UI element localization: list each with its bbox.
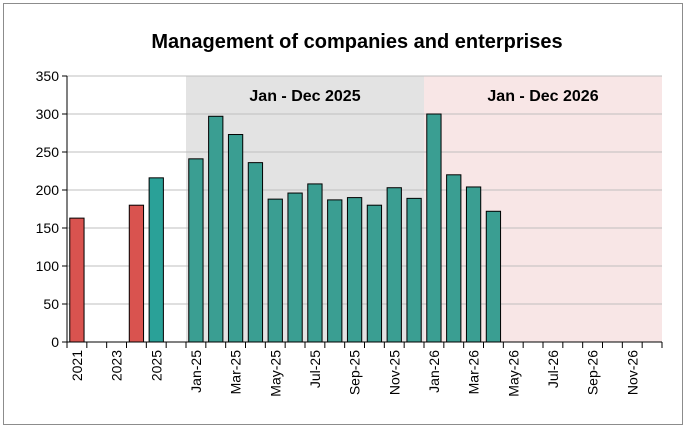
bar — [446, 174, 462, 343]
y-tick-label: 250 — [36, 144, 60, 160]
x-tick-label: Jan-26 — [426, 350, 442, 393]
bar — [227, 134, 244, 343]
x-tick-label: Nov-25 — [386, 350, 402, 395]
bar — [386, 187, 402, 343]
x-tick-label: May-26 — [505, 350, 521, 397]
x-tick-label: Jul-26 — [545, 350, 561, 388]
x-tick-label: Sep-25 — [347, 350, 363, 395]
x-tick-label: 2025 — [148, 350, 164, 381]
region-label-1: Jan - Dec 2025 — [249, 88, 360, 105]
bar — [307, 183, 323, 343]
chart-svg: Management of companies and enterprises … — [36, 31, 663, 397]
y-tick-label: 50 — [43, 296, 59, 312]
x-tick-label: Sep-26 — [585, 350, 601, 395]
x-tick-label: 2023 — [109, 350, 125, 381]
x-tick-label: Mar-26 — [466, 350, 482, 395]
bar — [327, 199, 343, 343]
y-tick-label: 150 — [36, 220, 60, 236]
y-tick-label: 350 — [36, 68, 60, 84]
y-tick-label: 200 — [36, 182, 60, 198]
bar — [346, 197, 363, 343]
bar — [287, 192, 303, 343]
y-tick-label: 300 — [36, 106, 60, 122]
y-tick-label: 100 — [36, 258, 60, 274]
bar — [188, 158, 204, 343]
chart-frame: Management of companies and enterprises … — [3, 3, 683, 425]
x-tick-label: Nov-26 — [624, 350, 640, 395]
bar — [366, 204, 383, 343]
bar — [247, 162, 264, 343]
x-tick-label: 2021 — [69, 350, 85, 381]
bar — [406, 197, 422, 343]
region-background-1 — [186, 76, 424, 342]
bar — [485, 210, 502, 343]
y-tick-label: 0 — [51, 334, 59, 350]
bar — [465, 186, 482, 343]
bar — [208, 115, 224, 343]
region-background-2 — [424, 76, 662, 342]
bar — [128, 204, 145, 343]
x-tick-label: Jan-25 — [188, 350, 204, 393]
region-label-2: Jan - Dec 2026 — [487, 88, 598, 105]
x-tick-label: Jul-25 — [307, 350, 323, 388]
bar — [69, 217, 85, 343]
x-tick-label: Mar-25 — [228, 350, 244, 395]
bar — [426, 113, 442, 343]
bar — [148, 177, 164, 343]
x-tick-label: May-25 — [267, 350, 283, 397]
bar — [267, 198, 283, 343]
chart-title: Management of companies and enterprises — [151, 31, 562, 53]
